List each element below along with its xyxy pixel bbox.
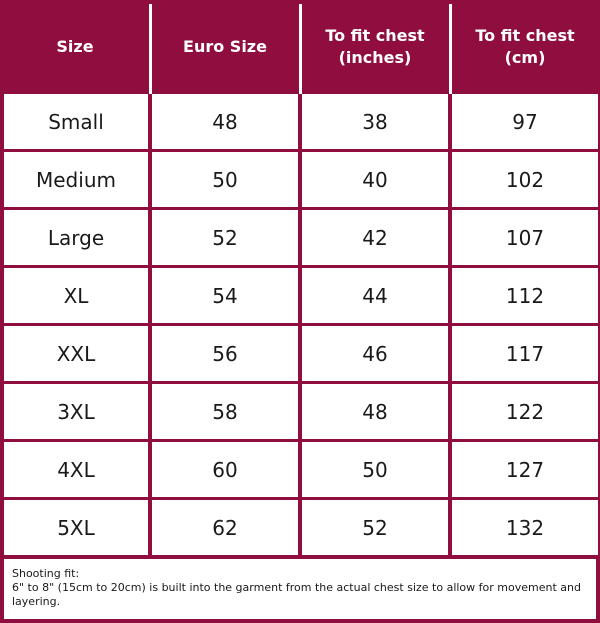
- table-row: 4XL 60 50 127: [4, 442, 598, 497]
- cell-euro-size: 50: [152, 152, 298, 207]
- cell-size: Medium: [4, 152, 148, 207]
- cell-size: Large: [4, 210, 148, 265]
- cell-chest-inches: 38: [302, 94, 448, 149]
- header-chest-inches: To fit chest (inches): [299, 0, 450, 94]
- cell-chest-cm: 102: [452, 152, 598, 207]
- header-size-label: Size: [56, 37, 94, 56]
- cell-euro-size: 58: [152, 384, 298, 439]
- cell-chest-inches: 42: [302, 210, 448, 265]
- table-row: XL 54 44 112: [4, 268, 598, 323]
- fit-note-body: 6" to 8" (15cm to 20cm) is built into th…: [12, 581, 581, 608]
- header-chest-inches-label: To fit chest (inches): [325, 26, 425, 67]
- table-body: Small 48 38 97 Medium 50 40 102 Large 52…: [4, 94, 598, 558]
- cell-euro-size: 54: [152, 268, 298, 323]
- table-row: Large 52 42 107: [4, 210, 598, 265]
- table-header: Size Euro Size To fit chest (inches) To …: [0, 0, 600, 94]
- table-row: 3XL 58 48 122: [4, 384, 598, 439]
- cell-chest-inches: 40: [302, 152, 448, 207]
- header-chest-cm: To fit chest (cm): [449, 0, 600, 94]
- cell-chest-inches: 52: [302, 500, 448, 555]
- header-size: Size: [0, 0, 150, 94]
- header-euro-size-label: Euro Size: [183, 37, 267, 56]
- cell-chest-inches: 48: [302, 384, 448, 439]
- cell-size: 3XL: [4, 384, 148, 439]
- fit-note: Shooting fit: 6" to 8" (15cm to 20cm) is…: [4, 559, 596, 619]
- cell-euro-size: 62: [152, 500, 298, 555]
- cell-chest-cm: 132: [452, 500, 598, 555]
- cell-chest-inches: 46: [302, 326, 448, 381]
- cell-size: XL: [4, 268, 148, 323]
- cell-chest-inches: 50: [302, 442, 448, 497]
- cell-euro-size: 52: [152, 210, 298, 265]
- cell-euro-size: 56: [152, 326, 298, 381]
- cell-size: XXL: [4, 326, 148, 381]
- cell-euro-size: 48: [152, 94, 298, 149]
- header-chest-cm-label: To fit chest (cm): [475, 26, 575, 67]
- cell-chest-cm: 122: [452, 384, 598, 439]
- cell-chest-cm: 127: [452, 442, 598, 497]
- header-euro-size: Euro Size: [149, 0, 300, 94]
- cell-chest-cm: 107: [452, 210, 598, 265]
- cell-chest-cm: 112: [452, 268, 598, 323]
- cell-size: 5XL: [4, 500, 148, 555]
- cell-chest-cm: 117: [452, 326, 598, 381]
- cell-euro-size: 60: [152, 442, 298, 497]
- table-row: 5XL 62 52 132: [4, 500, 598, 555]
- table-row: Small 48 38 97: [4, 94, 598, 149]
- cell-size: 4XL: [4, 442, 148, 497]
- table-row: Medium 50 40 102: [4, 152, 598, 207]
- fit-note-title: Shooting fit:: [12, 567, 80, 580]
- cell-size: Small: [4, 94, 148, 149]
- table-row: XXL 56 46 117: [4, 326, 598, 381]
- cell-chest-cm: 97: [452, 94, 598, 149]
- cell-chest-inches: 44: [302, 268, 448, 323]
